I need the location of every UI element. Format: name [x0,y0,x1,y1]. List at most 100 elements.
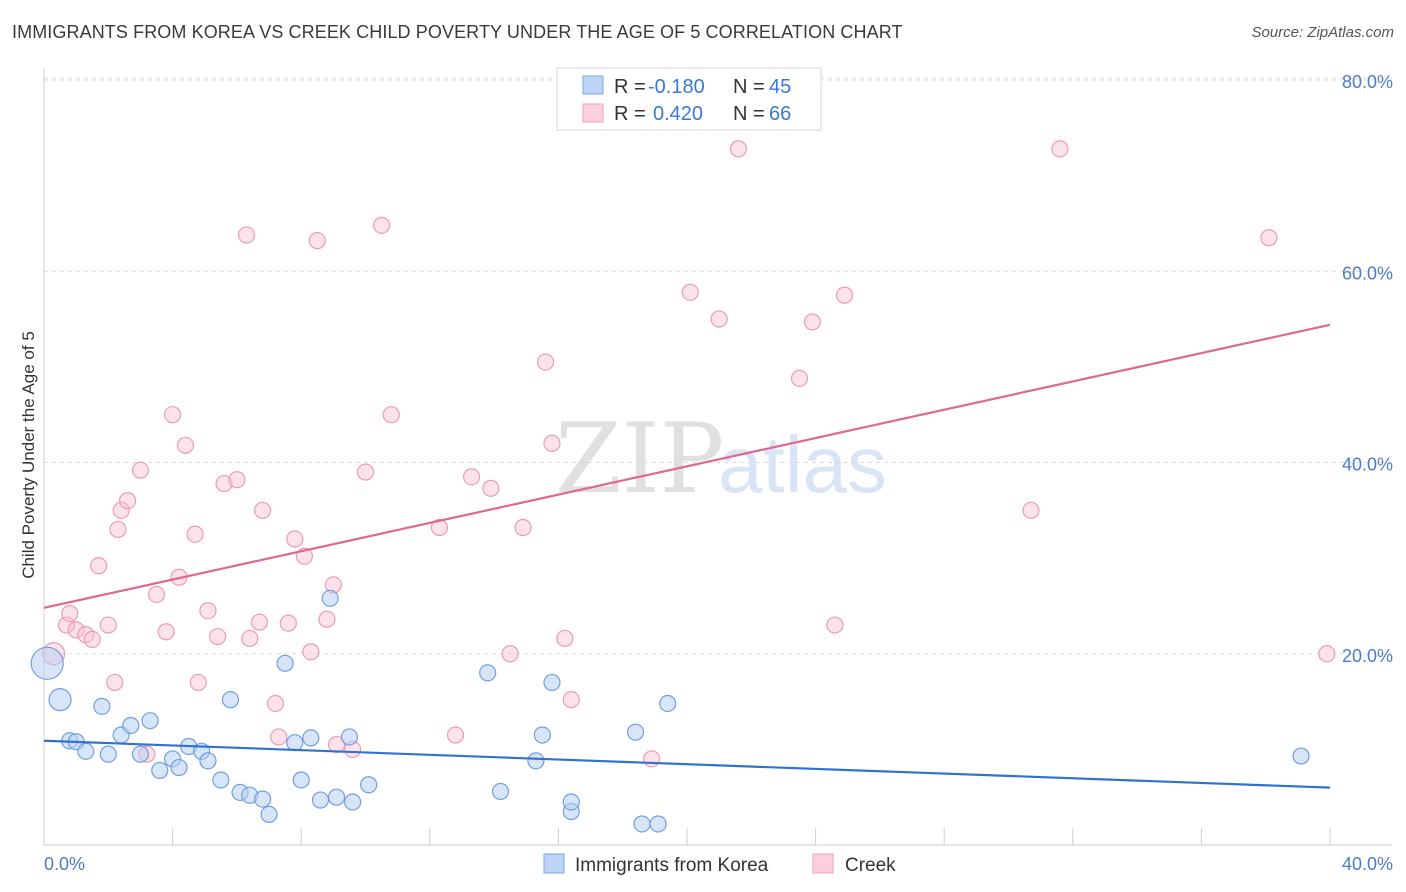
bottom-legend: Immigrants from Korea Creek [543,853,896,876]
data-point-creek [826,616,844,634]
data-point-creek [67,621,85,639]
data-point-creek [501,645,519,663]
data-point-creek [270,728,288,746]
data-point-korea [311,791,330,809]
data-point-creek [382,406,400,424]
data-point-korea [151,761,169,780]
data-point-creek [536,353,555,371]
data-point-creek [318,610,336,628]
legend-n-label-korea: N = [733,76,765,98]
data-point-creek [308,232,326,250]
data-point-korea [93,697,111,715]
data-point-creek [1318,645,1336,663]
data-point-korea [199,752,217,770]
data-point-creek [482,479,500,497]
data-point-creek [90,557,108,575]
data-point-creek [209,627,227,646]
data-point-creek [1022,501,1040,519]
data-point-creek [83,630,101,649]
data-point-korea [276,654,294,672]
data-point-creek [109,520,127,539]
data-point-korea [527,752,545,770]
data-point-korea [99,745,117,763]
data-point-creek [835,286,854,304]
data-point-korea [1292,747,1310,765]
data-point-creek [157,623,175,641]
data-point-creek [803,313,821,331]
data-point-korea [286,734,304,752]
y-tick-label: 20.0% [1342,646,1393,666]
data-point-korea [221,691,240,709]
data-point-korea [141,712,159,730]
watermark-atlas: atlas [718,420,887,509]
data-point-korea [302,729,320,747]
data-point-creek [61,604,79,623]
data-point-korea [533,726,551,744]
legend-n-value-korea: 45 [769,76,791,98]
data-point-creek [189,673,207,692]
legend-n-value-creek: 66 [769,103,791,125]
legend-swatch-creek [582,103,604,123]
data-point-korea [260,805,278,824]
data-point-korea [254,790,272,808]
x-tick-label: 40.0% [1342,854,1393,874]
data-point-korea [479,664,497,682]
data-point-creek [556,629,574,648]
data-point-creek [266,694,285,713]
data-point-creek [446,726,465,744]
data-point-creek [514,518,532,537]
data-point-korea [344,793,362,811]
data-point-creek [681,283,699,301]
legend-r-value-creek: 0.420 [653,103,703,125]
data-point-creek [729,140,748,158]
data-point-korea [626,723,645,741]
series-korea [30,589,1310,833]
data-point-creek [710,310,728,328]
data-point-korea [491,782,510,801]
data-point-creek [176,436,195,454]
data-point-creek [1260,229,1278,247]
data-point-korea [360,776,378,794]
legend-n-label-creek: N = [733,103,765,125]
data-point-creek [250,613,269,631]
data-point-creek [643,750,661,768]
data-point-korea [327,788,346,806]
bottom-legend-swatch-creek [812,853,834,874]
data-point-creek [106,673,124,692]
data-point-creek [254,501,272,519]
legend-r-label-korea: R = [614,76,646,98]
data-point-creek [372,216,391,234]
chart-source: Source: ZipAtlas.com [1251,24,1394,41]
y-tick-label: 60.0% [1342,263,1393,283]
data-point-korea [340,728,359,746]
data-point-creek [99,616,117,634]
data-point-creek [279,614,297,632]
data-point-korea [131,745,150,763]
legend: R = -0.180 N = 45 R = 0.420 N = 66 [556,67,822,131]
data-point-creek [237,226,256,244]
legend-r-label-creek: R = [614,103,646,125]
y-tick-label: 40.0% [1342,455,1393,475]
data-point-creek [1051,140,1069,158]
data-point-korea [321,589,339,607]
x-ticks [43,828,1331,845]
data-point-creek [186,525,204,543]
data-point-creek [215,474,233,493]
data-point-korea [543,673,561,692]
data-point-korea [122,716,140,735]
data-point-creek [112,501,130,519]
data-point-creek [147,585,166,604]
data-point-creek [118,492,137,510]
data-point-creek [430,518,449,537]
y-tick-labels: 20.0% 40.0% 60.0% 80.0% [1342,72,1393,666]
data-point-korea [170,758,188,777]
data-point-korea [77,742,95,760]
data-point-creek [286,530,304,548]
data-point-korea [562,793,580,811]
trend-line-korea [43,739,1331,789]
data-point-creek [462,468,481,486]
data-point-creek [302,643,320,661]
legend-r-value-korea: -0.180 [648,76,705,98]
grid [44,77,1392,655]
